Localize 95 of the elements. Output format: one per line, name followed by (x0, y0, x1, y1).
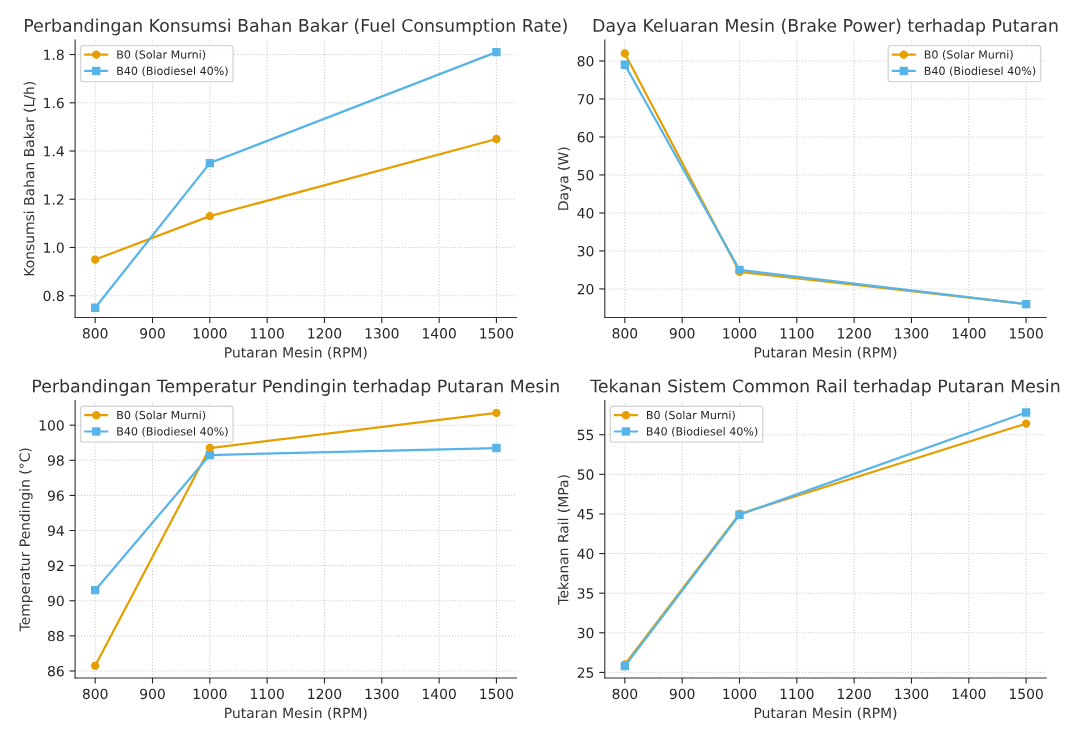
point (1021, 419, 1031, 428)
x-tick-label: 1400 (952, 328, 986, 339)
x-axis-title: Putaran Mesin (RPM) (225, 346, 367, 360)
y-tick-label: 1.0 (44, 242, 64, 253)
point (492, 134, 501, 144)
x-tick-label: 800 (82, 328, 108, 339)
chart-title: Perbandingan Temperatur Pendingin terhadap Putaran Mesin (33, 379, 559, 396)
chart-title: Perbandingan Konsumsi Bahan Bakar (Fuel Consumption Rate) (24, 18, 567, 36)
point (205, 450, 214, 460)
y-tick-label: 80 (577, 55, 594, 67)
x-tick-label: 1000 (723, 688, 757, 700)
y-axis-title: Temperatur Pendingin (°C) (19, 448, 33, 632)
x-axis-title: Putaran Mesin (RPM) (754, 346, 897, 360)
point (91, 586, 100, 595)
point (620, 60, 630, 69)
x-tick-label: 1500 (480, 688, 514, 700)
x-tick-label: 1400 (422, 328, 456, 339)
point (205, 211, 214, 221)
x-tick-label: 1200 (837, 688, 871, 700)
point (91, 661, 100, 670)
point (205, 158, 214, 168)
y-tick-label: 45 (577, 509, 594, 520)
x-tick-label: 1400 (952, 688, 986, 700)
x-tick-label: 1300 (895, 328, 929, 339)
y-axis-title: Daya (W) (557, 147, 572, 210)
x-tick-label: 1200 (837, 328, 871, 339)
point (91, 303, 100, 312)
y-tick-label: 1.8 (44, 49, 64, 61)
x-tick-label: 1000 (193, 688, 227, 700)
y-tick-label: 25 (577, 667, 594, 678)
x-tick-label: 1300 (365, 328, 399, 339)
x-tick-label: 1100 (780, 328, 814, 339)
x-tick-label: 1300 (365, 688, 399, 700)
y-tick-label: 20 (577, 283, 594, 295)
x-tick-label: 1500 (480, 328, 514, 339)
y-tick-label: 1.2 (44, 194, 64, 205)
y-tick-label: 40 (577, 548, 594, 560)
legend-label: B40 (Biodiesel 40%) (924, 66, 1036, 77)
point (1021, 408, 1031, 417)
legend-label: B0 (Solar Murni) (646, 410, 735, 421)
y-axis-title: Tekanan Rail (MPa) (557, 475, 571, 605)
y-tick-label: 86 (47, 665, 64, 677)
x-tick-label: 1000 (193, 328, 227, 339)
legend-label: B0 (Solar Murni) (117, 410, 206, 421)
legend-label: B40 (Biodiesel 40%) (117, 66, 228, 77)
y-axis-title: Konsumsi Bahan Bakar (L/h) (23, 82, 36, 276)
x-tick-label: 800 (612, 328, 638, 339)
x-tick-label: 1100 (780, 688, 814, 700)
y-tick-label: 88 (47, 630, 64, 642)
x-tick-label: 1200 (308, 688, 342, 700)
y-tick-label: 60 (577, 131, 594, 143)
legend-label: B40 (Biodiesel 40%) (646, 426, 758, 437)
x-tick-label: 1100 (251, 688, 284, 700)
x-tick-label: 1200 (308, 328, 342, 339)
x-tick-label: 1500 (1009, 328, 1043, 339)
y-tick-label: 94 (47, 525, 64, 536)
x-tick-label: 900 (140, 328, 165, 339)
x-tick-label: 1100 (251, 328, 284, 339)
y-tick-label: 40 (577, 207, 594, 219)
legend-label: B0 (Solar Murni) (924, 50, 1013, 60)
x-tick-label: 1000 (723, 328, 757, 339)
y-tick-label: 50 (577, 469, 594, 480)
legend-label: B40 (Biodiesel 40%) (117, 426, 228, 437)
y-tick-label: 1.6 (44, 97, 64, 109)
x-tick-label: 900 (669, 688, 695, 700)
x-axis-title: Putaran Mesin (RPM) (754, 707, 897, 720)
legend-label: B0 (Solar Murni) (117, 50, 206, 60)
point (492, 47, 501, 57)
x-axis-title: Putaran Mesin (RPM) (225, 707, 367, 720)
x-tick-label: 900 (669, 328, 695, 339)
chart-title: Tekanan Sistem Common Rail terhadap Putaran Mesin (590, 379, 1060, 396)
chart-title: Daya Keluaran Mesin (Brake Power) terhadap Putaran (593, 18, 1058, 36)
x-tick-label: 800 (82, 688, 108, 700)
x-tick-label: 900 (140, 688, 165, 700)
y-tick-label: 55 (577, 429, 594, 441)
y-tick-label: 90 (47, 595, 64, 607)
y-tick-label: 70 (577, 93, 594, 105)
y-tick-label: 35 (577, 588, 594, 599)
y-tick-label: 96 (47, 490, 64, 501)
y-tick-label: 92 (47, 560, 64, 572)
y-tick-label: 1.4 (44, 146, 64, 157)
point (91, 255, 100, 264)
y-tick-label: 98 (47, 455, 64, 466)
y-tick-label: 0.8 (43, 290, 64, 302)
x-tick-label: 1400 (422, 688, 456, 700)
point (620, 49, 630, 58)
y-tick-label: 50 (577, 169, 594, 181)
y-tick-label: 30 (577, 627, 594, 639)
point (492, 443, 501, 453)
y-tick-label: 100 (39, 420, 64, 431)
x-tick-label: 1500 (1009, 688, 1043, 700)
y-tick-label: 30 (577, 245, 594, 257)
point (492, 408, 501, 418)
x-tick-label: 800 (612, 688, 638, 700)
x-tick-label: 1300 (895, 688, 929, 700)
